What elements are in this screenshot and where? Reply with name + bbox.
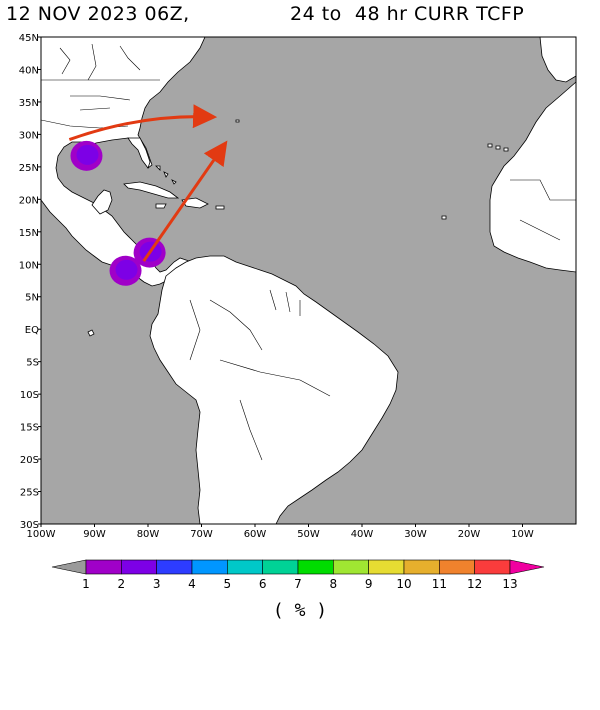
africa-landmass: [489, 81, 576, 273]
colorbar-tick-label: 4: [188, 577, 196, 591]
colorbar-tick-label: 1: [82, 577, 90, 591]
title-date: 12 NOV 2023 06Z,: [6, 3, 190, 25]
lon-label: 50W: [297, 529, 320, 540]
lat-label: 30S: [20, 520, 39, 531]
puerto-rico-island: [215, 205, 225, 210]
lon-label: 40W: [351, 529, 374, 540]
cuba-island: [123, 181, 180, 199]
motion-arrow: [142, 140, 228, 262]
canary-islands: [487, 143, 509, 152]
political-borders: [41, 43, 576, 461]
probability-contour-level-2: [115, 259, 138, 280]
lon-label: 70W: [190, 529, 213, 540]
colorbar-box: [156, 559, 193, 575]
lat-label: 25N: [19, 163, 39, 174]
lon-label: 10W: [511, 529, 534, 540]
yucatan-peninsula: [91, 189, 113, 215]
colorbar-tick-label: 7: [294, 577, 302, 591]
motion-arrow: [68, 104, 218, 142]
colorbar-tick-label: 3: [153, 577, 161, 591]
lat-label: 35N: [19, 98, 39, 109]
map-title: 12 NOV 2023 06Z, 24 to 48 hr CURR TCFP: [0, 3, 600, 31]
lon-label: 90W: [83, 529, 106, 540]
colorbar-low-end: [51, 559, 87, 575]
lat-label: 5N: [25, 293, 39, 304]
colorbar-units: ( % ): [272, 600, 328, 621]
colorbar-box: [474, 559, 511, 575]
colorbar-box: [403, 559, 440, 575]
lon-label: 100W: [27, 529, 56, 540]
probability-area: [109, 255, 142, 286]
lat-label: 25S: [20, 488, 39, 499]
colorbar-box: [121, 559, 157, 575]
colorbar-tick-label: 8: [330, 577, 338, 591]
iberia-landmass: [539, 37, 576, 83]
colorbar-tick-label: 2: [118, 577, 126, 591]
colorbar-box: [191, 559, 228, 575]
lon-label: 30W: [404, 529, 427, 540]
colorbar-tick-label: 10: [396, 577, 411, 591]
lat-label: 40N: [19, 65, 39, 76]
galapagos-islands: [87, 329, 95, 337]
lat-label: 20S: [20, 455, 39, 466]
bermuda-island: [235, 119, 240, 123]
colorbar-box: [297, 559, 334, 575]
colorbar-tick-label: 5: [224, 577, 232, 591]
colorbar-box: [439, 559, 475, 575]
lon-label: 60W: [244, 529, 267, 540]
lat-label: 30N: [19, 130, 39, 141]
lon-label: 20W: [458, 529, 481, 540]
florida-peninsula: [127, 137, 151, 169]
hispaniola-island: [181, 197, 209, 209]
south-america-landmass: [149, 255, 399, 524]
lat-label: 15N: [19, 228, 39, 239]
lat-label: 5S: [26, 358, 39, 369]
lat-label: 10S: [20, 390, 39, 401]
probability-contour-level-2: [76, 144, 99, 165]
colorbar-high-end: [509, 559, 545, 575]
cape-verde-islands: [441, 215, 447, 220]
jamaica-island: [155, 203, 167, 209]
lat-label: 15S: [20, 423, 39, 434]
probability-area: [70, 140, 103, 171]
lat-label: 10N: [19, 260, 39, 271]
lat-label: 45N: [19, 33, 39, 44]
colorbar-tick-label: 13: [502, 577, 517, 591]
colorbar-box: [85, 559, 122, 575]
colorbar-tick-label: 11: [432, 577, 447, 591]
colorbar-box: [368, 559, 405, 575]
colorbar-box: [333, 559, 369, 575]
colorbar-tick-label: 6: [259, 577, 267, 591]
bahamas-islands: [155, 165, 177, 185]
colorbar-tick-label: 9: [365, 577, 373, 591]
colorbar-box: [262, 559, 299, 575]
lon-label: 80W: [137, 529, 160, 540]
colorbar-tick-label: 12: [467, 577, 482, 591]
colorbar-box: [227, 559, 263, 575]
lat-label: 20N: [19, 195, 39, 206]
title-product: 24 to 48 hr CURR TCFP: [290, 3, 525, 25]
lat-label: EQ: [25, 325, 39, 336]
